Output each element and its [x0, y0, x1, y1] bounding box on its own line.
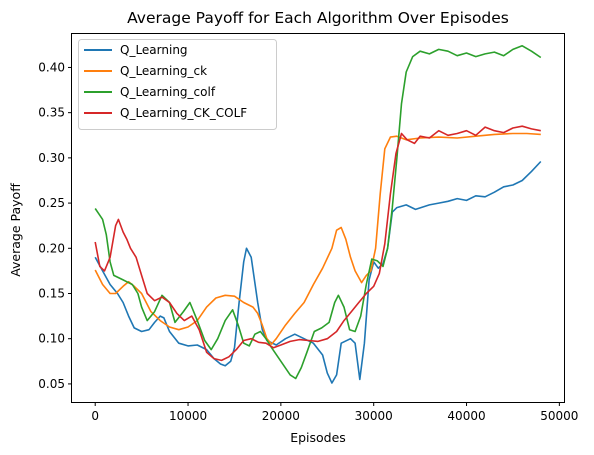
- legend-label: Q_Learning_colf: [120, 85, 216, 99]
- plot-frame: [71, 33, 565, 403]
- x-tick-label: 40000: [447, 409, 485, 423]
- x-tick-label: 50000: [540, 409, 578, 423]
- y-tick-label: 0.10: [38, 332, 65, 346]
- x-tick-label: 30000: [355, 409, 393, 423]
- legend: Q_Learning Q_Learning_ck Q_Learning_colf Q_…: [78, 39, 277, 130]
- x-axis-label: Episodes: [290, 430, 346, 445]
- legend-label: Q_Learning_CK_COLF: [120, 106, 247, 120]
- y-tick-label: 0.05: [38, 377, 65, 391]
- x-tick-label: 20000: [262, 409, 300, 423]
- legend-label: Q_Learning_ck: [120, 64, 207, 78]
- y-axis-label: Average Payoff: [8, 183, 23, 277]
- series-line-2: [94, 45, 542, 380]
- series-layer: [94, 45, 542, 384]
- x-tick-label: 10000: [169, 409, 207, 423]
- y-tick-label: 0.15: [38, 286, 65, 300]
- series-line-3: [94, 125, 541, 362]
- chart-title: Average Payoff for Each Algorithm Over E…: [127, 9, 509, 27]
- y-axis: 0.05 0.10 0.15 0.20 0.25 0.30 0.35 0.40: [38, 60, 72, 391]
- series-line-1: [94, 132, 541, 345]
- legend-label: Q_Learning: [120, 43, 188, 57]
- y-tick-label: 0.30: [38, 151, 65, 165]
- series-line-0: [94, 160, 542, 384]
- y-tick-label: 0.35: [38, 106, 65, 120]
- x-axis: 0 10000 20000 30000 40000 50000: [91, 402, 578, 423]
- y-tick-label: 0.20: [38, 241, 65, 255]
- y-tick-label: 0.40: [38, 60, 65, 74]
- x-tick-label: 0: [91, 409, 99, 423]
- legend-box: [78, 39, 277, 130]
- y-tick-label: 0.25: [38, 196, 65, 210]
